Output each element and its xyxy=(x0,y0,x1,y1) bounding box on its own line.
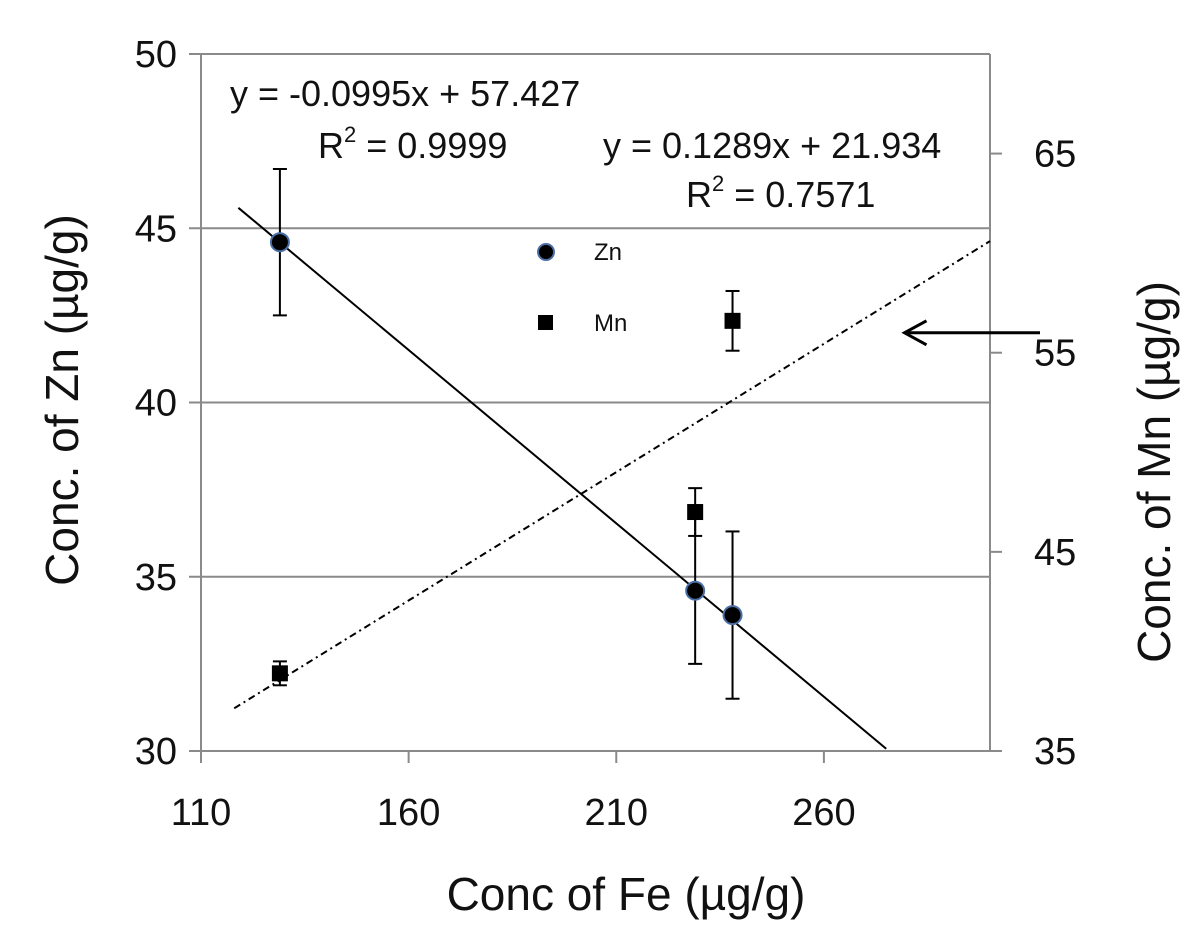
right-y-tick-label: 65 xyxy=(1034,134,1076,176)
legend: Zn Mn xyxy=(537,239,627,337)
right-y-tick-label: 45 xyxy=(1034,532,1076,574)
points-layer xyxy=(269,168,743,700)
left-y-tick-label: 50 xyxy=(135,34,177,76)
legend-zn-label: Zn xyxy=(594,239,622,266)
right-y-tick-label: 55 xyxy=(1034,333,1076,375)
x-tick-label: 160 xyxy=(377,792,440,834)
point-zn xyxy=(269,232,290,253)
left-y-tick-label: 30 xyxy=(135,731,177,773)
point-zn xyxy=(722,605,743,626)
left-y-axis-title: Conc. of Zn (µg/g) xyxy=(36,214,88,586)
zn-equation-label: y = -0.0995x + 57.427 xyxy=(230,73,580,114)
left-y-tick-label: 40 xyxy=(135,383,177,425)
point-mn xyxy=(271,665,288,682)
axes-layer: 30 35 40 45 50 35 45 55 65 110 160 210 260 xyxy=(135,34,1077,834)
arrow-head xyxy=(901,319,928,347)
x-tick-label: 110 xyxy=(171,792,232,834)
x-axis-title: Conc of Fe (µg/g) xyxy=(447,868,806,920)
zn-r2-label: R2 = 0.9999 xyxy=(318,122,507,166)
left-y-tick-label: 45 xyxy=(135,208,177,250)
trendline-layer xyxy=(233,207,991,750)
left-y-tick-label: 35 xyxy=(135,557,177,599)
mn-r2-label: R2 = 0.7571 xyxy=(686,171,875,215)
point-mn xyxy=(687,504,704,521)
point-zn xyxy=(685,580,706,601)
grid-layer xyxy=(201,53,990,578)
legend-mn-label: Mn xyxy=(594,310,627,337)
point-mn xyxy=(724,312,741,329)
legend-mn-marker xyxy=(538,315,553,330)
legend-zn-marker xyxy=(537,243,555,261)
mn-equation-label: y = 0.1289x + 21.934 xyxy=(603,125,941,166)
x-tick-label: 210 xyxy=(585,792,648,834)
trendline-mn xyxy=(233,240,991,710)
x-tick-label: 260 xyxy=(792,792,855,834)
right-y-axis-title: Conc. of Mn (µg/g) xyxy=(1128,281,1180,663)
right-y-tick-label: 35 xyxy=(1034,731,1076,773)
arrow-layer xyxy=(901,319,1040,347)
trendline-zn xyxy=(237,207,887,750)
